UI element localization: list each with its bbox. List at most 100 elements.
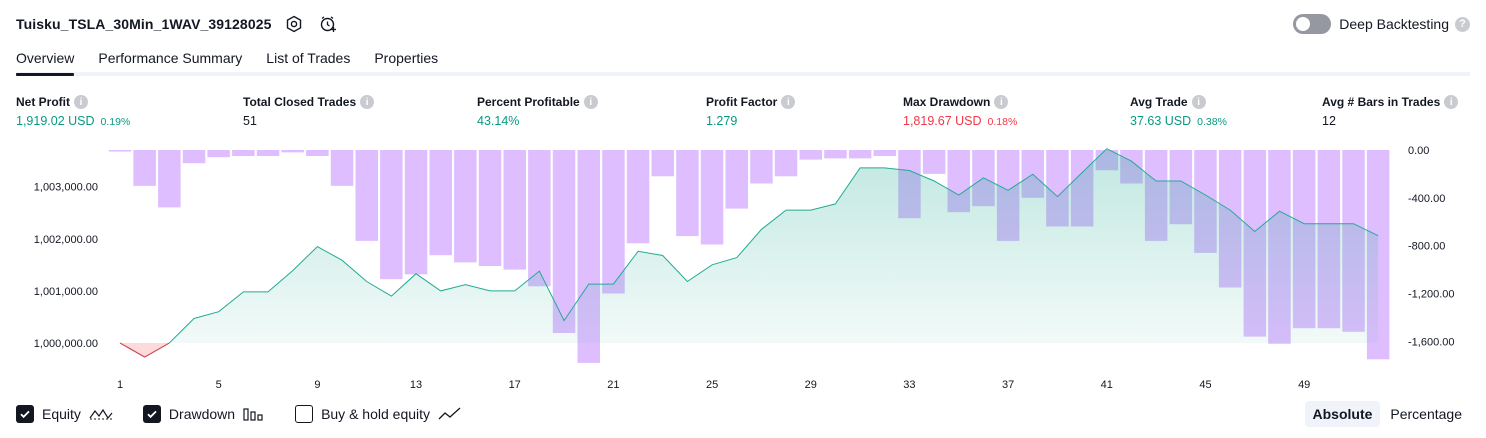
legend-label: Drawdown <box>168 406 236 422</box>
x-axis-tick: 49 <box>1298 379 1310 391</box>
drawdown-bar <box>158 150 181 208</box>
buy-hold-line-icon <box>438 407 462 421</box>
legend-label: Equity <box>42 406 81 422</box>
metric-net-profit: Net Profit i 1,919.02 USD 0.19% <box>16 94 130 128</box>
x-axis: 1 5 9 13 17 21 25 29 33 37 41 45 49 <box>117 379 1310 391</box>
help-icon[interactable]: ? <box>1455 16 1470 32</box>
mode-percentage[interactable]: Percentage <box>1390 406 1462 422</box>
metric-label: Net Profit <box>16 95 70 109</box>
equity-drawdown-chart: 1,003,000.00 1,002,000.00 1,001,000.00 1,00… <box>34 145 1455 391</box>
drawdown-bar <box>774 150 798 177</box>
drawdown-bar <box>306 150 329 156</box>
x-axis-tick: 9 <box>314 379 320 391</box>
drawdown-bar <box>750 150 773 184</box>
info-icon[interactable]: i <box>1444 95 1459 109</box>
drawdown-bar <box>256 150 280 156</box>
metric-label: Avg # Bars in Trades <box>1322 95 1441 109</box>
info-icon[interactable]: i <box>583 95 598 109</box>
right-axis-tick: -1,600.00 <box>1408 336 1454 348</box>
drawdown-bar <box>478 150 502 266</box>
equity-line <box>119 148 1379 358</box>
x-axis-tick: 41 <box>1101 379 1113 391</box>
x-axis-tick: 1 <box>117 379 123 391</box>
legend-drawdown[interactable]: Drawdown <box>142 405 265 423</box>
metric-value: 1.279 <box>706 114 738 128</box>
left-axis-tick: 1,001,000.00 <box>34 286 98 298</box>
drawdown-bar <box>799 150 822 160</box>
metric-label: Avg Trade <box>1130 95 1188 109</box>
tab-properties[interactable]: Properties <box>374 50 439 66</box>
drawdown-bar <box>700 150 724 245</box>
drawdown-bar <box>824 150 847 159</box>
info-icon[interactable]: i <box>360 95 375 109</box>
info-icon[interactable]: i <box>1191 95 1206 109</box>
drawdown-bar <box>380 150 403 280</box>
x-axis-tick: 13 <box>410 379 422 391</box>
tab-overview[interactable]: Overview <box>16 44 75 76</box>
info-icon[interactable]: i <box>74 95 88 109</box>
metric-value: 43.14% <box>477 114 520 128</box>
metric-value: 37.63 USD <box>1130 114 1192 128</box>
display-mode-toggle: Absolute Percentage <box>1303 400 1471 428</box>
metric-avg-bars-in-trades: Avg # Bars in Trades i 12 <box>1322 94 1459 128</box>
drawdown-bar <box>873 150 896 156</box>
metric-avg-trade: Avg Trade i 37.63 USD 0.38% <box>1130 94 1227 128</box>
legend-buy-hold-equity[interactable]: Buy & hold equity <box>295 405 462 423</box>
metric-label: Percent Profitable <box>477 95 580 109</box>
x-axis-tick: 5 <box>216 379 222 391</box>
strategy-title: Tuisku_TSLA_30Min_1WAV_39128025 <box>16 16 272 32</box>
metric-profit-factor: Profit Factor i 1.279 <box>706 94 796 128</box>
report-tabs: Overview Performance Summary List of Tra… <box>16 44 1470 76</box>
drawdown-bar <box>651 150 674 177</box>
deep-backtesting-label: Deep Backtesting <box>1339 16 1449 32</box>
tab-performance-summary[interactable]: Performance Summary <box>98 50 243 66</box>
drawdown-bar <box>725 150 748 209</box>
mode-absolute[interactable]: Absolute <box>1304 401 1381 427</box>
drawdown-bar <box>429 150 452 256</box>
right-axis-tick: -1,200.00 <box>1408 289 1454 301</box>
checkbox-checked-icon[interactable] <box>142 405 161 423</box>
legend-equity[interactable]: Equity <box>16 405 113 423</box>
drawdown-bar <box>355 150 378 241</box>
settings-icon[interactable] <box>283 13 305 35</box>
x-axis-tick: 25 <box>706 379 718 391</box>
metric-percent: 0.19% <box>100 116 131 128</box>
deep-backtesting-toggle[interactable] <box>1293 14 1332 34</box>
equity-line-icon <box>89 407 113 421</box>
drawdown-bar <box>602 150 625 294</box>
drawdown-bar <box>330 150 354 186</box>
x-axis-tick: 29 <box>805 379 817 391</box>
drawdown-bar <box>207 150 230 158</box>
x-axis-tick: 17 <box>509 379 521 391</box>
info-icon[interactable]: i <box>781 95 796 109</box>
drawdown-bar <box>281 150 304 153</box>
x-axis-tick: 33 <box>903 379 915 391</box>
checkbox-checked-icon[interactable] <box>16 405 34 423</box>
chart-legend: Equity Drawdown Buy & hold equity <box>16 403 492 425</box>
add-alert-icon[interactable] <box>317 13 339 35</box>
metric-value: 1,919.02 USD <box>16 114 95 128</box>
metric-total-closed-trades: Total Closed Trades i 51 <box>243 94 375 128</box>
drawdown-bars <box>108 150 1390 363</box>
drawdown-bar <box>528 150 551 287</box>
checkbox-unchecked-icon[interactable] <box>295 405 314 423</box>
metric-value: 12 <box>1322 114 1336 128</box>
drawdown-bars-icon <box>243 407 265 421</box>
legend-label: Buy & hold equity <box>321 406 431 422</box>
x-axis-tick: 37 <box>1002 379 1014 391</box>
metric-percent-profitable: Percent Profitable i 43.14% <box>477 94 598 128</box>
drawdown-bar <box>922 150 946 174</box>
drawdown-bar <box>232 150 255 156</box>
left-axis-tick: 1,003,000.00 <box>34 182 98 194</box>
drawdown-bar <box>626 150 650 244</box>
x-axis-tick: 45 <box>1199 379 1211 391</box>
drawdown-bar <box>108 150 132 152</box>
metric-value: 51 <box>243 114 257 128</box>
left-axis-tick: 1,000,000.00 <box>34 338 98 350</box>
tab-list-of-trades[interactable]: List of Trades <box>266 50 351 66</box>
right-axis-tick: 0.00 <box>1408 145 1429 157</box>
info-icon[interactable]: i <box>994 95 1009 109</box>
deep-backtesting: Deep Backtesting ? <box>1293 12 1470 36</box>
drawdown-bar <box>552 150 576 333</box>
drawdown-bar <box>848 150 872 159</box>
